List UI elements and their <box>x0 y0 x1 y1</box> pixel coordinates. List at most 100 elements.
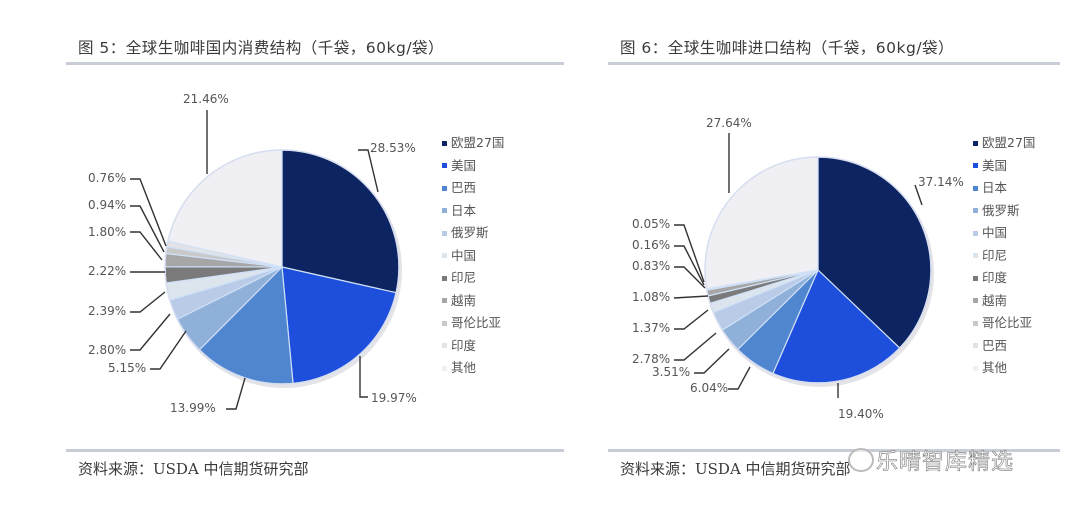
data-label: 0.83% <box>632 259 670 273</box>
legend-label: 欧盟27国 <box>982 135 1036 150</box>
figure6-source: 资料来源：USDA 中信期货研究部 <box>620 460 851 478</box>
data-label: 0.76% <box>88 171 126 185</box>
legend-item: 印尼 <box>973 245 1035 268</box>
legend-label: 越南 <box>982 292 1008 308</box>
figure5-title: 图 5：全球生咖啡国内消费结构（千袋，60kg/袋） <box>78 39 445 57</box>
legend-swatch-icon <box>442 365 447 371</box>
data-label: 19.97% <box>371 391 417 405</box>
data-label: 2.80% <box>88 343 126 357</box>
legend-label: 哥伦比亚 <box>451 315 502 330</box>
legend-item: 欧盟27国 <box>442 132 504 155</box>
figure5-bottom-rule <box>66 449 564 452</box>
legend-label: 其他 <box>451 360 477 375</box>
data-label: 2.39% <box>88 304 126 318</box>
leader-line <box>359 356 368 398</box>
legend-item: 中国 <box>442 245 504 268</box>
leader-line <box>674 224 705 283</box>
legend-swatch-icon <box>973 140 978 146</box>
legend-label: 中国 <box>982 225 1008 240</box>
legend-label: 中国 <box>451 247 477 263</box>
wechat-logo-icon <box>848 448 874 472</box>
legend-swatch-icon <box>973 343 978 349</box>
legend-item: 哥伦比亚 <box>442 312 504 335</box>
legend-swatch-icon <box>973 208 978 214</box>
legend-swatch-icon <box>442 343 447 349</box>
legend-swatch-icon <box>973 253 978 259</box>
legend-swatch-icon <box>442 163 447 169</box>
legend-swatch-icon <box>973 365 978 371</box>
legend-label: 欧盟27国 <box>451 135 505 150</box>
legend-label: 美国 <box>982 157 1008 173</box>
data-label: 1.80% <box>88 225 126 239</box>
legend-label: 日本 <box>451 202 477 218</box>
data-label: 0.05% <box>632 217 670 231</box>
legend-label: 印尼 <box>982 247 1008 263</box>
legend-item: 哥伦比亚 <box>973 312 1035 335</box>
legend-item: 印度 <box>442 335 504 358</box>
legend-item: 巴西 <box>973 335 1035 358</box>
legend-item: 其他 <box>973 357 1035 380</box>
legend-swatch-icon <box>973 230 978 236</box>
legend-label: 印尼 <box>451 270 477 285</box>
legend-label: 俄罗斯 <box>451 225 489 240</box>
legend-item: 其他 <box>442 357 504 380</box>
legend-swatch-icon <box>973 163 978 169</box>
data-label: 21.46% <box>183 92 229 106</box>
figure6-bottom-rule <box>608 449 1060 452</box>
legend-label: 巴西 <box>451 180 477 195</box>
legend-swatch-icon <box>442 185 447 191</box>
legend-item: 日本 <box>973 177 1035 200</box>
data-label: 13.99% <box>170 401 216 415</box>
legend-item: 印尼 <box>442 267 504 290</box>
leader-line <box>728 366 751 390</box>
data-label: 1.08% <box>632 290 670 304</box>
legend-item: 越南 <box>442 290 504 313</box>
leader-line <box>674 332 717 361</box>
leader-line <box>914 184 923 206</box>
data-label: 3.51% <box>652 365 690 379</box>
legend-label: 巴西 <box>982 337 1008 353</box>
leader-line <box>673 295 709 299</box>
legend-label: 印度 <box>451 337 477 353</box>
legend-label: 俄罗斯 <box>982 202 1020 218</box>
legend-label: 日本 <box>982 180 1008 195</box>
figure6-top-rule <box>608 62 1060 65</box>
figure5-legend: 欧盟27国美国巴西日本俄罗斯中国印尼越南哥伦比亚印度其他 <box>442 132 504 380</box>
leader-line <box>130 178 167 247</box>
data-label: 5.15% <box>108 361 146 375</box>
legend-label: 越南 <box>451 292 477 308</box>
legend-swatch-icon <box>973 275 978 281</box>
pie-slice <box>704 156 819 290</box>
data-label: 2.22% <box>88 264 126 278</box>
leader-line <box>358 149 379 193</box>
legend-swatch-icon <box>442 253 447 259</box>
legend-item: 中国 <box>973 222 1035 245</box>
data-label: 6.04% <box>690 381 728 395</box>
leader-line <box>150 330 187 370</box>
legend-item: 欧盟27国 <box>973 132 1035 155</box>
figure5-source: 资料来源：USDA 中信期货研究部 <box>78 460 309 478</box>
legend-item: 美国 <box>973 155 1035 178</box>
leader-line <box>130 291 166 313</box>
data-label: 2.78% <box>632 352 670 366</box>
legend-swatch-icon <box>973 185 978 191</box>
legend-label: 其他 <box>982 360 1008 375</box>
leader-line <box>674 309 709 330</box>
leader-line <box>694 348 730 374</box>
legend-item: 俄罗斯 <box>442 222 504 245</box>
data-label: 28.53% <box>370 141 416 155</box>
leader-line <box>674 245 705 286</box>
watermark-text: 乐晴智库精选 <box>876 450 1015 476</box>
data-label: 0.94% <box>88 198 126 212</box>
legend-item: 日本 <box>442 200 504 223</box>
legend-swatch-icon <box>442 230 447 236</box>
legend-item: 印度 <box>973 267 1035 290</box>
legend-label: 哥伦比亚 <box>982 315 1033 330</box>
leader-line <box>130 313 171 351</box>
legend-label: 美国 <box>451 157 477 173</box>
data-label: 0.16% <box>632 238 670 252</box>
data-label: 27.64% <box>706 116 752 130</box>
legend-swatch-icon <box>973 320 978 326</box>
legend-swatch-icon <box>442 298 447 304</box>
data-label: 37.14% <box>918 175 964 189</box>
